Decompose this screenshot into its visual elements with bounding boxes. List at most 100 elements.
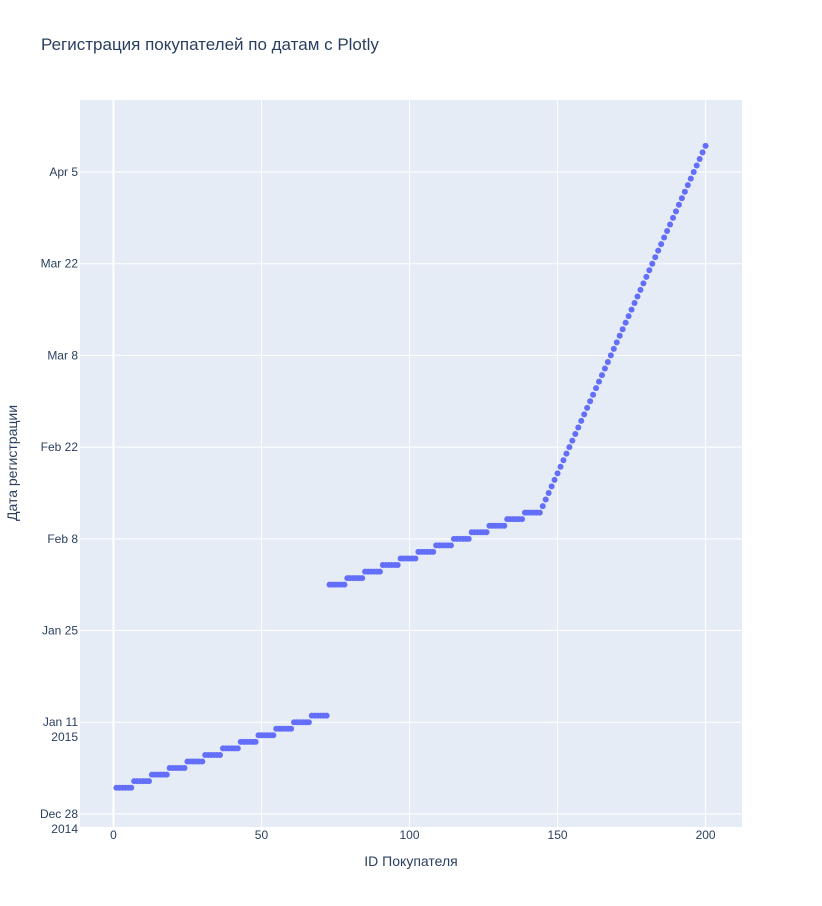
data-point [631, 300, 638, 307]
data-point [181, 765, 188, 772]
data-point [622, 319, 629, 326]
y-axis-label: Дата регистрации [4, 405, 20, 521]
data-point [566, 444, 573, 451]
y-tick-label: Jan 11 [43, 715, 78, 729]
x-tick-label: 200 [696, 828, 716, 842]
data-point [634, 293, 641, 300]
data-point [465, 535, 472, 542]
data-point [483, 529, 490, 536]
data-point [542, 496, 549, 503]
data-point [376, 568, 383, 575]
plot-area [80, 100, 742, 827]
x-tick-label: 50 [255, 828, 269, 842]
data-point [163, 771, 170, 778]
data-point [655, 247, 662, 254]
data-point [640, 280, 647, 287]
data-point [690, 169, 697, 176]
x-tick-label: 0 [110, 828, 117, 842]
data-point [341, 581, 348, 588]
data-point [128, 784, 135, 791]
data-point [684, 182, 691, 189]
data-point [610, 345, 617, 352]
data-point [696, 155, 703, 162]
data-point [646, 267, 653, 274]
data-point [578, 417, 585, 424]
data-point [637, 286, 644, 293]
data-point [548, 483, 555, 490]
data-point [643, 273, 650, 280]
x-axis-ticks: 0 50 100 150 200 [110, 828, 716, 842]
data-point [305, 719, 312, 726]
grid-lines [80, 100, 742, 827]
data-point [587, 398, 594, 405]
data-point [628, 306, 635, 313]
y-tick-label: Feb 22 [41, 440, 79, 454]
data-point [607, 352, 614, 359]
data-point [593, 385, 600, 392]
y-tick-label: Feb 8 [47, 532, 78, 546]
data-points [113, 142, 709, 791]
data-point [252, 738, 259, 745]
data-point [217, 751, 224, 758]
data-point [616, 332, 623, 339]
data-point [394, 562, 401, 569]
x-tick-label: 150 [548, 828, 568, 842]
data-point [412, 555, 419, 562]
data-point [667, 221, 674, 228]
data-point [501, 522, 508, 529]
data-point [702, 142, 709, 149]
data-point [590, 391, 597, 398]
data-point [447, 542, 454, 549]
data-point [601, 365, 608, 372]
x-tick-label: 100 [400, 828, 420, 842]
data-point [596, 378, 603, 385]
y-tick-label: Mar 22 [41, 257, 79, 271]
data-point [554, 470, 561, 477]
data-point [575, 424, 582, 431]
data-point [625, 313, 632, 320]
data-point [670, 214, 677, 221]
data-point [619, 326, 626, 333]
data-point [699, 149, 706, 156]
data-point [199, 758, 206, 765]
data-point [545, 489, 552, 496]
y-tick-label: Mar 8 [47, 348, 78, 362]
data-point [678, 195, 685, 202]
data-point [613, 339, 620, 346]
data-point [664, 227, 671, 234]
data-point [539, 503, 546, 510]
data-point [681, 188, 688, 195]
data-point [658, 241, 665, 248]
y-tick-sublabel: 2015 [51, 730, 78, 744]
data-point [560, 457, 567, 464]
chart-title: Регистрация покупателей по датам с Plotl… [41, 35, 379, 54]
data-point [536, 509, 543, 516]
data-point [693, 162, 700, 169]
y-tick-label: Dec 28 [40, 807, 78, 821]
data-point [519, 516, 526, 523]
data-point [270, 732, 277, 739]
data-point [359, 575, 366, 582]
data-point [234, 745, 241, 752]
data-point [581, 411, 588, 418]
y-tick-sublabel: 2014 [51, 822, 78, 836]
data-point [145, 778, 152, 785]
y-tick-label: Apr 5 [49, 165, 78, 179]
data-point [557, 463, 564, 470]
data-point [598, 372, 605, 379]
data-point [652, 254, 659, 261]
data-point [569, 437, 576, 444]
data-point [323, 712, 330, 719]
data-point [572, 431, 579, 438]
data-point [672, 208, 679, 215]
data-point [288, 725, 295, 732]
data-point [649, 260, 656, 267]
data-point [430, 548, 437, 555]
data-point [551, 476, 558, 483]
data-point [661, 234, 668, 241]
y-tick-label: Jan 25 [42, 624, 78, 638]
data-point [675, 201, 682, 208]
data-point [687, 175, 694, 182]
